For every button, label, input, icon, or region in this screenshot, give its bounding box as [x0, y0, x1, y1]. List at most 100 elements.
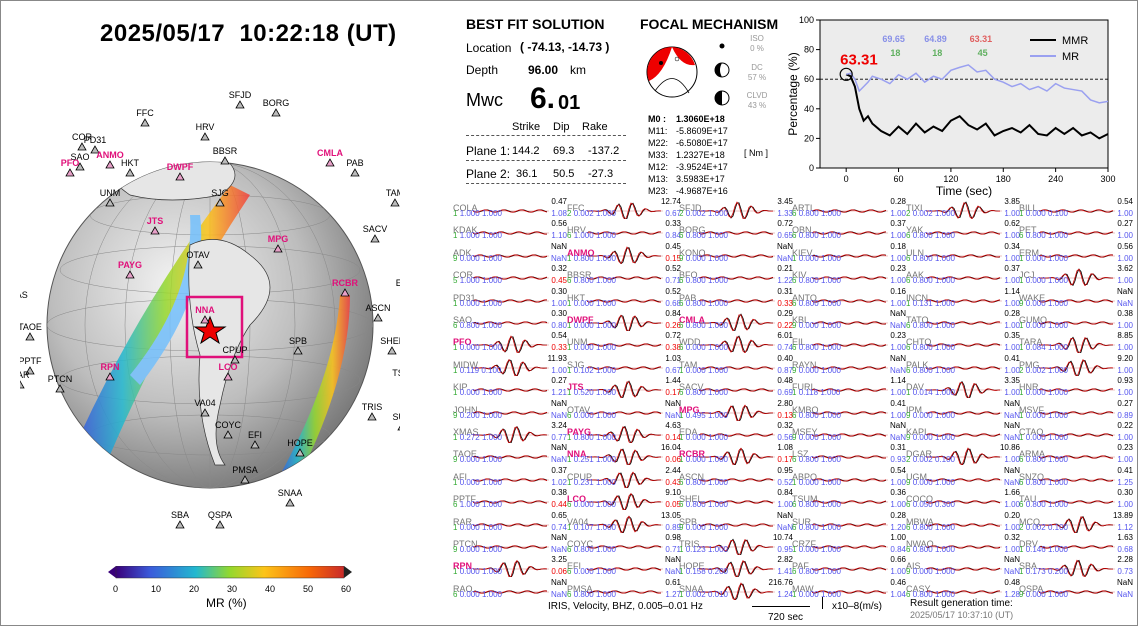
waveform-cell: UNM 0.72 1 0.000 1.000 0.38: [567, 331, 681, 361]
corr-value: 1.000: [820, 410, 841, 420]
ratio-value: 1.41: [777, 567, 793, 577]
tshift-value: 0.014: [912, 388, 933, 398]
weight-value: 2: [679, 209, 684, 218]
station-label: BORG: [263, 98, 290, 108]
waveform-trace: [587, 590, 663, 594]
variance-value: 0.30: [551, 309, 567, 318]
station-code: COCO: [906, 494, 933, 505]
station-triangle-icon: [230, 355, 240, 364]
x-tick-label: 0: [844, 174, 849, 184]
ratio-value: 1.00: [1117, 388, 1133, 398]
corr-value: 1.000: [934, 276, 955, 286]
variance-value: 0.32: [1004, 533, 1020, 542]
corr-value: 1.000: [934, 388, 955, 398]
filter-info: IRIS, Velocity, BHZ, 0.005–0.01 Hz: [548, 601, 703, 612]
weight-value: 9: [792, 321, 797, 330]
waveform-trace: [812, 433, 888, 437]
waveform-cell: GUMO 0.38 1 0.000 1.000 1.00: [1019, 309, 1133, 339]
tshift-value: 0.800: [798, 500, 819, 510]
waveform-cell: CHTO 0.35 6 0.800 1.000 1.00: [906, 331, 1020, 361]
waveform-cell: WAKE NaN 9 0.000 1.000 NaN: [1019, 287, 1133, 317]
waveform-cell: ASCN 0.95 6 0.800 1.000 0.52: [679, 466, 793, 496]
station-code: RAO: [453, 583, 473, 594]
waveform-cell: DGAR 10.86 2 0.002 0.100 1.00: [906, 443, 1020, 473]
waveform-cell: BFO 0.21 6 0.800 1.000 1.22: [679, 264, 793, 294]
station-code: KAPI: [906, 427, 927, 437]
station-code: ULN: [906, 247, 925, 258]
station-code: TSUM: [792, 494, 818, 505]
station-code: ANTO: [792, 292, 817, 303]
corr-value: 0.300: [934, 500, 955, 510]
waveform-cell: HRV 0.33 6 1.000 1.000 0.84: [567, 219, 681, 249]
tshift-value: 0.123: [685, 545, 706, 554]
station-label: SBA: [171, 510, 189, 520]
corr-value: 1.000: [481, 298, 502, 308]
waveform-cell: EFI NaN 6 0.000 1.000 NaN: [567, 555, 681, 585]
tshift-value: 0.000: [912, 410, 933, 420]
ratio-value: 1.00: [1004, 209, 1020, 218]
station-code: UNM: [567, 337, 588, 348]
ratio-value: 1.00: [1004, 343, 1020, 353]
waveform-trace: [1039, 590, 1115, 594]
tshift-value: 0.800: [798, 410, 819, 420]
ratio-value: 0.77: [551, 433, 567, 442]
station-triangle-icon: [387, 346, 397, 355]
weight-value: 6: [453, 589, 458, 599]
station-code: PFO: [453, 337, 472, 348]
station-triangle-icon: [175, 520, 185, 529]
weight-value: 1: [679, 589, 684, 599]
corr-value: 1.000: [1047, 433, 1068, 442]
waveform-trace: [473, 560, 549, 578]
station-label: SFJD: [229, 90, 252, 100]
amp-units: x10–8(m/s): [832, 601, 883, 612]
waveform-cell: CMLA 0.29 6 0.800 1.000 0.22: [679, 309, 793, 339]
ratio-value: 1.00: [1004, 388, 1020, 398]
ratio-value: 1.20: [890, 522, 906, 532]
waveform-trace: [926, 298, 1002, 303]
waveform-cell: BBSR 0.52 6 0.800 1.000 0.71: [567, 264, 681, 294]
corr-value: 1.000: [1047, 455, 1068, 465]
station-code: BFO: [679, 270, 698, 281]
ratio-value: 0.38: [665, 343, 681, 353]
ratio-value: 1.00: [890, 298, 906, 308]
corr-value: 1.000: [934, 253, 955, 263]
waveform-trace: [587, 366, 663, 370]
station-label: UNM: [100, 188, 121, 198]
weight-value: 1: [453, 231, 458, 241]
waveform-cell: FURI 1.14 1 0.118 1.000 1.00: [792, 376, 906, 406]
waveform-trace: [812, 410, 888, 415]
ratio-value: NaN: [1003, 433, 1020, 442]
variance-value: NaN: [550, 533, 567, 542]
variance-value: 0.52: [665, 286, 681, 296]
ratio-value: 1.00: [1004, 231, 1020, 241]
tshift-value: 0.000: [1025, 209, 1046, 218]
variance-value: 0.38: [1117, 309, 1133, 318]
tensor-row: M13: 3.5983E+17: [648, 174, 725, 184]
waveform-cell: TRIS 10.74 1 0.123 1.000 0.95: [679, 533, 793, 563]
waveform-trace: [1039, 560, 1115, 578]
waveform-cell: SAO 0.30 6 0.800 1.000 0.80: [453, 309, 567, 339]
variance-value: 3.85: [1004, 197, 1020, 206]
plane1-label: Plane 1:: [466, 144, 511, 158]
station-code: DAV: [906, 382, 924, 393]
ratio-value: 1.00: [1004, 276, 1020, 286]
station-code: QSPA: [1019, 583, 1044, 594]
x-tick-label: 240: [1048, 174, 1063, 184]
waveform-trace: [473, 254, 549, 258]
x-tick-label: 180: [996, 174, 1011, 184]
annotation-top: 64.89: [924, 34, 947, 44]
waveform-trace: [812, 321, 888, 325]
ratio-value: NaN: [664, 410, 681, 420]
station-label: SPB: [289, 336, 307, 346]
ratio-value: NaN: [664, 567, 681, 577]
waveform-trace: [587, 425, 663, 443]
ratio-value: 1.00: [1004, 545, 1020, 554]
weight-value: 1: [567, 388, 572, 398]
station-code: KIP: [453, 382, 468, 393]
waveform-trace: [812, 254, 888, 258]
weight-value: 9: [906, 433, 911, 442]
waveform-cell: MSVF 0.27 1 0.000 1.000 0.89: [1019, 399, 1133, 429]
waveform-cell: EIL 0.23 6 0.800 1.000 1.00: [792, 331, 906, 361]
corr-value: 1.000: [934, 209, 955, 218]
tshift-value: 0.000: [573, 321, 594, 330]
